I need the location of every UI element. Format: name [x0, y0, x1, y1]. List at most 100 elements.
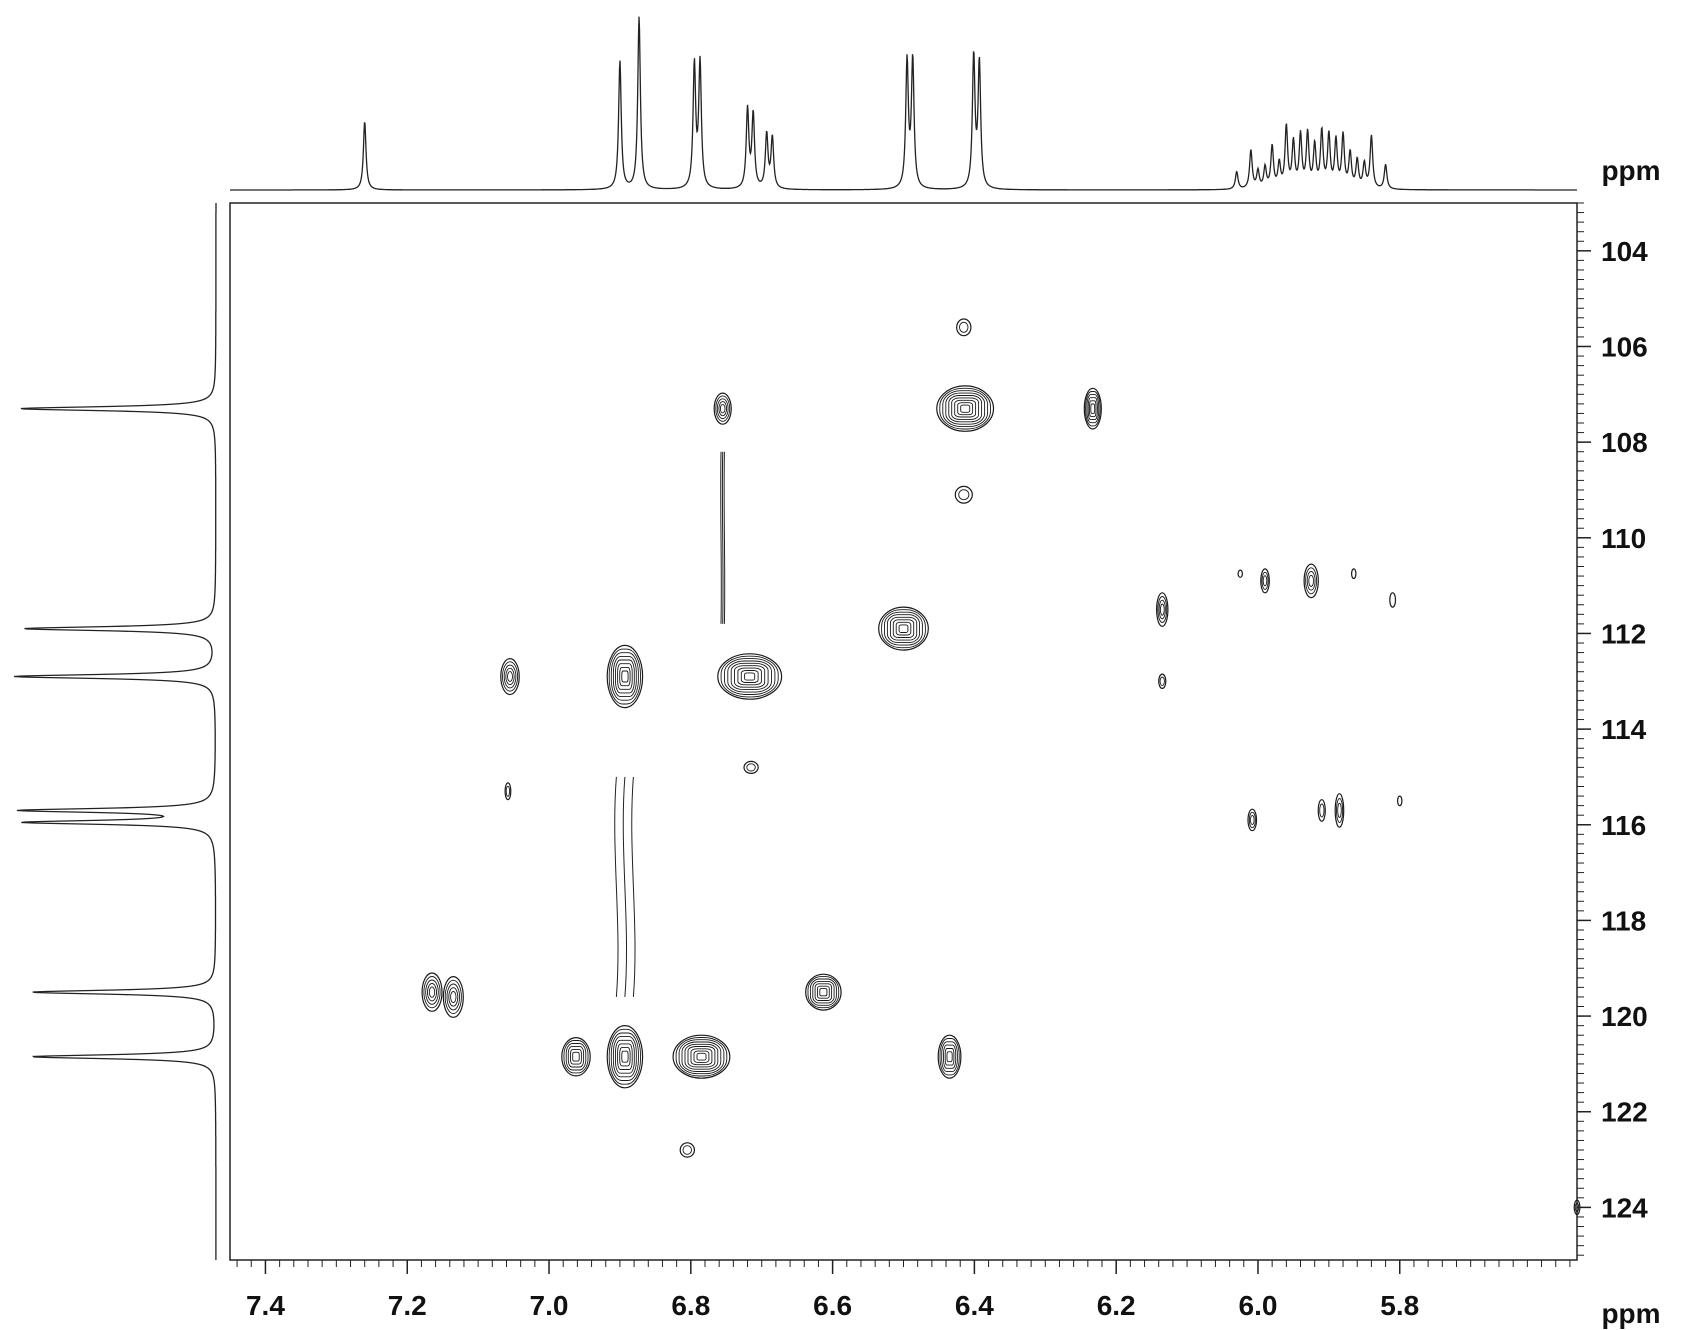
cross-peak [1303, 563, 1319, 599]
contour-ring [951, 397, 980, 420]
left-projection-trace [13, 203, 217, 1260]
y-tick-label: 124 [1601, 1192, 1648, 1223]
cross-peak [679, 1142, 696, 1158]
contour-ring [675, 1037, 728, 1077]
contour-ring [1250, 814, 1255, 826]
cross-peak [421, 972, 443, 1012]
top-projection-trace [230, 16, 1577, 191]
contour-ring [615, 659, 635, 694]
contour-ring [734, 665, 766, 688]
x-tick-label: 5.8 [1380, 1290, 1419, 1321]
contour-ring [1350, 568, 1357, 580]
contour-ring [500, 657, 520, 696]
contour-ring [720, 655, 779, 698]
cross-peak [1083, 387, 1102, 430]
cross-peak [672, 1034, 731, 1079]
t1-streak-line [721, 451, 724, 624]
contour-ring [743, 760, 759, 775]
cross-peak [954, 485, 973, 504]
contour-ring [958, 489, 970, 501]
contour-ring [717, 653, 783, 700]
contour-ring [954, 399, 977, 418]
cross-peak [713, 392, 732, 425]
contour-ring [450, 990, 457, 1003]
contour-ring [1086, 394, 1100, 424]
contour-ring [1308, 574, 1314, 587]
contour-ring [895, 621, 912, 636]
contour-ring [943, 1044, 957, 1069]
contour-ring [957, 402, 974, 416]
cross-peak [936, 385, 995, 432]
contour-ring [1247, 808, 1258, 832]
y-tick-label: 118 [1601, 905, 1646, 936]
left-projection [13, 203, 217, 1260]
contour-ring [1389, 592, 1397, 608]
cross-peak [1334, 793, 1345, 828]
contour-ring [942, 390, 989, 428]
contour-ring [612, 655, 637, 698]
cross-peak [1247, 808, 1258, 832]
cross-peak [956, 318, 972, 337]
contour-ring [724, 658, 776, 695]
y-tick-label: 106 [1601, 331, 1648, 362]
x-axis-label: ppm [1601, 1298, 1660, 1329]
y-axis: 104 106 108 110 112 114 116 118 120 122 124 [1577, 202, 1648, 1256]
cross-peak [717, 653, 783, 700]
y-tick-label: 108 [1601, 427, 1648, 458]
t1-streak [720, 451, 726, 624]
cross-peak [1350, 568, 1357, 580]
contour-ring [612, 1036, 637, 1078]
cross-peak [878, 606, 929, 651]
contour-ring [1336, 798, 1344, 823]
cross-peak [606, 1024, 644, 1089]
contour-ring [563, 1040, 589, 1074]
contour-ring [809, 978, 837, 1006]
contour-ring [504, 782, 512, 801]
contour-ring [619, 666, 631, 687]
contour-ring [678, 1039, 725, 1075]
cross-peak [1237, 569, 1243, 578]
contour-ring [567, 1045, 585, 1068]
contour-ring [719, 403, 726, 414]
contour-ring [421, 972, 443, 1012]
x-tick-label: 7.0 [530, 1290, 569, 1321]
contour-ring [946, 1051, 953, 1063]
contour-ring [1334, 793, 1345, 828]
contour-ring [615, 1039, 635, 1074]
contour-ring [812, 980, 835, 1004]
contour-ring [715, 395, 731, 422]
cross-peak [500, 657, 520, 696]
contour-ring [617, 1043, 633, 1070]
contour-ring [1159, 676, 1165, 687]
x-tick-label: 6.8 [671, 1290, 710, 1321]
contour-ring [939, 1038, 960, 1076]
top-axis-unit-label: ppm [1601, 155, 1660, 186]
cross-peak [805, 973, 842, 1011]
t1-streak [614, 776, 636, 997]
contour-ring [617, 663, 633, 690]
contour-ring [1248, 811, 1256, 829]
plot-frame [229, 202, 1578, 1261]
contour-ring [1305, 567, 1318, 595]
contour-ring [444, 979, 462, 1015]
contour-ring [1303, 563, 1319, 599]
x-axis: 7.4 7.2 7.0 6.8 6.6 6.4 6.2 6.0 5.8 [236, 1260, 1571, 1321]
contour-ring [503, 664, 517, 689]
contour-ring [1306, 571, 1316, 591]
contour-ring [1090, 403, 1096, 414]
contour-ring [1337, 802, 1342, 818]
contour-ring [561, 1036, 591, 1077]
contour-ring [939, 387, 991, 430]
contour-ring [718, 401, 728, 417]
contour-ring [881, 609, 926, 649]
contour-ring [1159, 603, 1165, 616]
contour-ring [805, 973, 842, 1011]
contour-ring [716, 398, 729, 420]
contour-ring [565, 1043, 587, 1071]
top-projection [230, 16, 1577, 191]
y-tick-label: 120 [1601, 1001, 1648, 1032]
contour-ring [889, 616, 918, 641]
contour-ring [684, 1043, 719, 1070]
contour-ring [1155, 592, 1169, 627]
